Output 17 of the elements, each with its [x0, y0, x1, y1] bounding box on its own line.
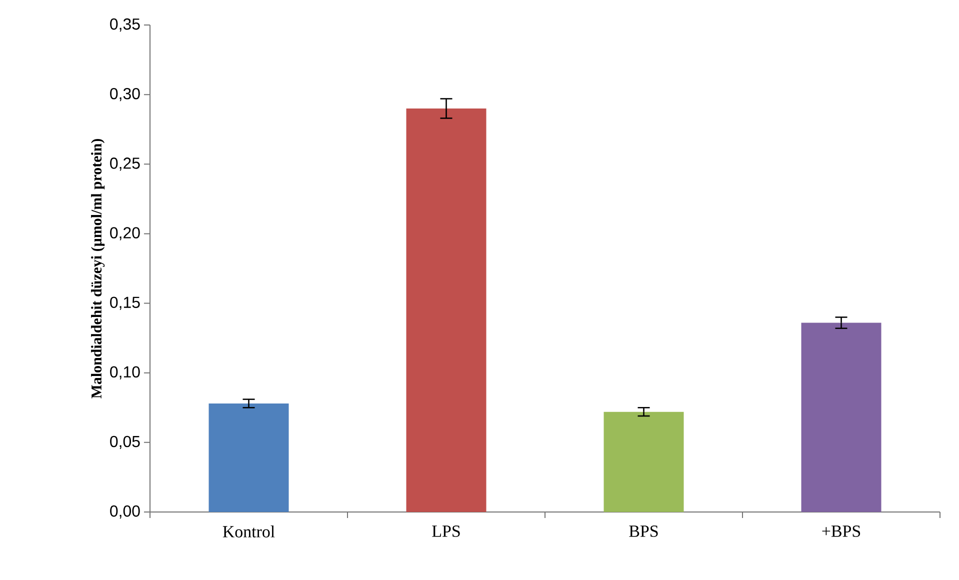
bar: [604, 412, 684, 512]
y-tick-label: 0,20: [110, 227, 140, 240]
x-tick-label: LPS: [432, 526, 460, 537]
bar: [406, 108, 486, 512]
x-tick-label: +BPS: [822, 526, 860, 537]
y-tick-label: 0,15: [110, 296, 140, 310]
y-axis-title: Malondialdehit düzeyi (µmol/ml protein): [91, 138, 105, 398]
bar: [208, 403, 289, 512]
y-tick-label: 0,35: [110, 18, 140, 32]
y-tick-label: 0,25: [110, 158, 140, 171]
y-tick-label: 0,00: [110, 505, 140, 519]
x-tick-label: BPS: [629, 526, 658, 537]
y-tick-label: 0,05: [110, 436, 140, 450]
x-tick-label: Kontrol: [222, 526, 275, 538]
bar: [801, 322, 882, 512]
y-tick-label: 0,30: [110, 88, 140, 102]
y-tick-label: 0,10: [110, 366, 140, 380]
